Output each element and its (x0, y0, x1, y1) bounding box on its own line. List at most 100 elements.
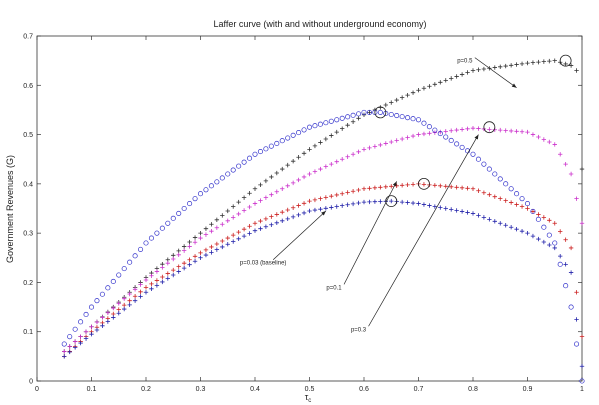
data-point (579, 334, 585, 339)
annotation-label: p=0.3 (351, 327, 367, 333)
data-point (394, 138, 399, 143)
data-point (263, 224, 269, 229)
data-point (62, 349, 67, 354)
data-point (214, 179, 220, 185)
data-point (78, 340, 83, 346)
data-point (208, 183, 214, 189)
data-point (165, 261, 170, 266)
data-point (329, 205, 334, 210)
data-point (421, 131, 427, 137)
data-point (154, 230, 160, 236)
data-point (563, 237, 568, 242)
data-point (536, 134, 541, 140)
data-point (160, 265, 165, 270)
data-point (268, 143, 274, 149)
data-point (301, 151, 307, 156)
data-point (350, 112, 356, 118)
data-point (443, 78, 448, 83)
data-point (312, 123, 318, 129)
data-point (132, 287, 138, 292)
data-point (312, 207, 318, 213)
data-point (138, 282, 143, 287)
data-point (209, 250, 214, 255)
data-point (143, 290, 149, 295)
data-point (514, 191, 520, 197)
data-point (127, 302, 132, 308)
data-point (214, 217, 220, 223)
data-point (192, 196, 198, 202)
data-point (399, 95, 405, 100)
data-point (105, 285, 111, 291)
data-point (432, 127, 438, 133)
data-point (421, 202, 427, 207)
data-point (541, 59, 547, 64)
data-point (198, 255, 203, 260)
data-point (274, 212, 279, 217)
data-point (492, 65, 497, 70)
data-point (285, 207, 290, 213)
data-point (241, 227, 247, 232)
data-point (334, 159, 339, 164)
data-point (454, 74, 459, 79)
data-point (252, 201, 258, 206)
y-tick-label: 0.7 (23, 34, 33, 41)
data-point (252, 228, 258, 233)
data-point (476, 213, 481, 218)
data-point (307, 171, 312, 177)
data-point (187, 257, 192, 262)
data-point (410, 133, 416, 139)
data-point (94, 327, 100, 333)
data-point (258, 198, 263, 203)
data-point (514, 62, 519, 67)
data-point (530, 132, 536, 137)
data-point (465, 70, 470, 75)
x-tick-label: 0.9 (523, 386, 533, 393)
data-point (198, 250, 203, 256)
data-point (372, 144, 378, 149)
data-point (176, 269, 181, 274)
data-point (165, 271, 170, 276)
data-point (225, 171, 231, 177)
annotation-label: p=0.03 (baseline) (240, 261, 287, 267)
data-point (110, 278, 116, 284)
data-point (61, 341, 67, 347)
data-point (535, 216, 541, 222)
x-tick-label: 0 (35, 386, 39, 393)
data-point (290, 158, 296, 164)
data-point (574, 196, 579, 201)
data-point (421, 86, 427, 91)
data-point (334, 129, 339, 135)
data-point (470, 186, 476, 191)
data-point (323, 206, 329, 211)
data-point (231, 239, 236, 244)
data-point (209, 244, 214, 250)
data-point (198, 235, 203, 241)
data-point (487, 127, 492, 132)
annotation-arrowhead (321, 210, 326, 216)
data-point (361, 109, 367, 115)
annotation-0: p=0.5 (457, 57, 517, 89)
data-point (475, 156, 482, 162)
data-point (154, 283, 160, 288)
data-point (579, 166, 585, 172)
data-point (323, 195, 329, 200)
data-point (438, 183, 443, 189)
data-point (372, 185, 378, 190)
data-point (470, 211, 476, 216)
data-point (171, 272, 176, 278)
data-point (88, 304, 95, 310)
data-point (94, 298, 100, 304)
data-point (280, 218, 285, 224)
data-point (62, 354, 67, 359)
data-point (160, 279, 165, 285)
data-point (132, 253, 138, 259)
data-point (138, 294, 143, 299)
peak-marker-0 (559, 54, 572, 67)
data-point (519, 129, 525, 134)
data-point (67, 349, 72, 355)
data-point (247, 191, 252, 196)
data-point (258, 182, 263, 188)
data-point (459, 72, 465, 77)
data-point (410, 200, 416, 206)
annotation-arrowhead (511, 83, 517, 88)
